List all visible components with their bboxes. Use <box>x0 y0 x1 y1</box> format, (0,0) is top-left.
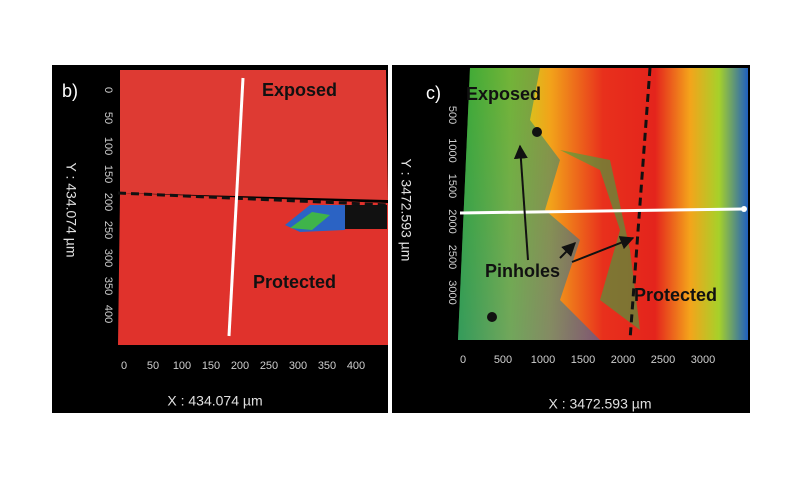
boundary-line <box>628 67 652 341</box>
panel-label: b) <box>62 81 78 101</box>
annotation: Protected <box>253 272 336 292</box>
corroded-region <box>458 68 600 340</box>
y-tick-label: 100 <box>102 137 114 155</box>
x-axis-title: X : 3472.593 µm <box>548 396 651 412</box>
y-tick-label: 500 <box>446 106 458 124</box>
x-tick-label: 350 <box>318 360 336 372</box>
profile-end <box>741 206 747 212</box>
step-feature <box>290 212 330 230</box>
y-tick-label: 50 <box>102 112 114 124</box>
y-tick-label: 1000 <box>446 138 458 162</box>
x-tick-label: 150 <box>202 360 220 372</box>
y-axis-title: Y : 3472.593 µm <box>398 159 414 262</box>
y-tick-label: 250 <box>102 221 114 239</box>
x-tick-label: 0 <box>460 354 466 366</box>
x-tick-label: 50 <box>147 360 159 372</box>
y-tick-label: 1500 <box>446 174 458 198</box>
pinhole <box>487 312 497 322</box>
annotation: Protected <box>634 285 717 305</box>
panel-label: c) <box>426 83 441 103</box>
x-tick-label: 2000 <box>611 354 635 366</box>
panel-b: b) Exposed Protected X : 434.074 µm Y : … <box>52 65 389 413</box>
x-tick-label: 500 <box>494 354 512 366</box>
arrow <box>559 242 576 259</box>
boundary-line <box>117 191 389 207</box>
annotation: Exposed <box>466 84 541 104</box>
y-tick-label: 350 <box>102 277 114 295</box>
y-tick-label: 300 <box>102 249 114 267</box>
x-tick-label: 1500 <box>571 354 595 366</box>
annotation: Exposed <box>262 80 337 100</box>
annotation: Pinholes <box>485 261 560 281</box>
arrow <box>513 144 529 261</box>
x-tick-label: 0 <box>121 360 127 372</box>
corroded-region <box>560 150 640 330</box>
profile-line <box>459 207 745 215</box>
x-tick-label: 300 <box>289 360 307 372</box>
x-axis-title: X : 434.074 µm <box>167 393 262 409</box>
exposed-surface <box>120 70 388 200</box>
x-tick-label: 100 <box>173 360 191 372</box>
y-axis-title: Y : 434.074 µm <box>63 163 79 258</box>
panel-c: c) Exposed Pinholes Protected X : 3472.5… <box>392 65 750 413</box>
y-tick-label: 3000 <box>446 280 458 304</box>
pinhole <box>532 127 542 137</box>
x-tick-label: 200 <box>231 360 249 372</box>
step-gap <box>345 205 387 229</box>
x-tick-label: 400 <box>347 360 365 372</box>
profile-line <box>227 77 245 337</box>
y-tick-label: 150 <box>102 165 114 183</box>
x-tick-label: 1000 <box>531 354 555 366</box>
x-tick-label: 250 <box>260 360 278 372</box>
arrow <box>571 236 635 263</box>
y-tick-label: 2500 <box>446 245 458 269</box>
y-tick-label: 2000 <box>446 209 458 233</box>
x-tick-label: 2500 <box>651 354 675 366</box>
y-tick-label: 200 <box>102 193 114 211</box>
y-tick-label: 0 <box>102 87 114 93</box>
y-tick-label: 400 <box>102 305 114 323</box>
x-tick-label: 3000 <box>691 354 715 366</box>
